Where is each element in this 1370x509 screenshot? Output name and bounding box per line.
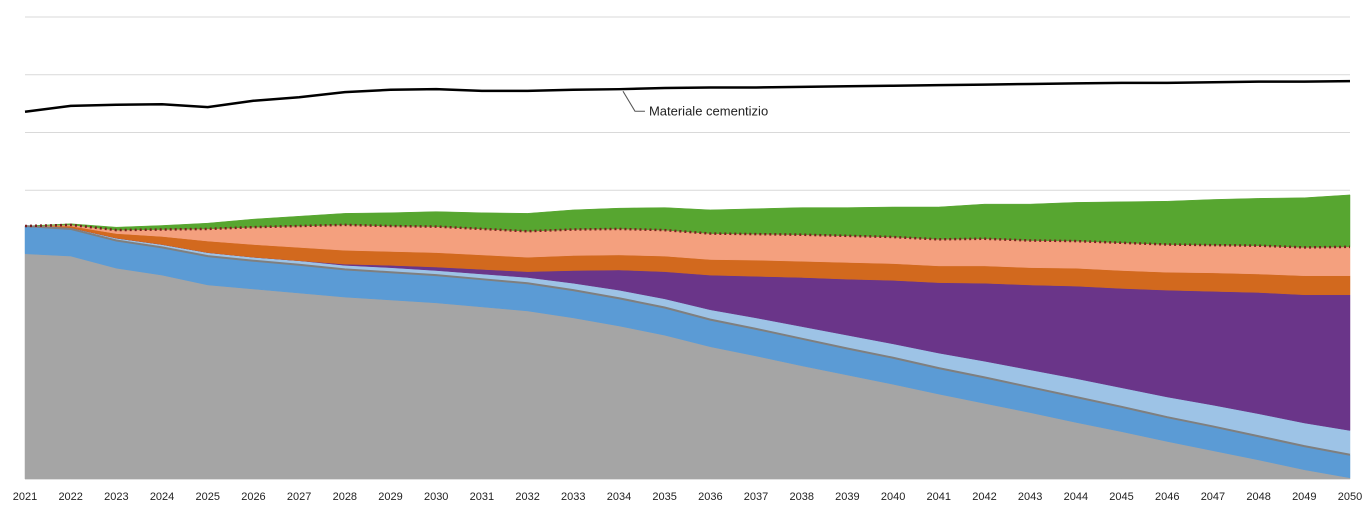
x-tick-label: 2031 <box>470 491 494 503</box>
x-tick-label: 2036 <box>698 491 722 503</box>
x-tick-label: 2024 <box>150 491 174 503</box>
x-tick-label: 2039 <box>835 491 859 503</box>
x-tick-label: 2022 <box>58 491 82 503</box>
x-tick-label: 2048 <box>1246 491 1270 503</box>
x-tick-label: 2047 <box>1201 491 1225 503</box>
line <box>24 79 1351 113</box>
x-tick-label: 2035 <box>652 491 676 503</box>
x-tick-label: 2046 <box>1155 491 1179 503</box>
area <box>24 194 1351 248</box>
x-tick-label: 2028 <box>333 491 357 503</box>
x-tick-label: 2029 <box>378 491 402 503</box>
x-tick-label: 2026 <box>241 491 265 503</box>
area-edge <box>24 223 1351 249</box>
x-tick-label: 2045 <box>1109 491 1133 503</box>
x-tick-label: 2038 <box>789 491 813 503</box>
x-tick-label: 2049 <box>1292 491 1316 503</box>
x-tick-label: 2043 <box>1018 491 1042 503</box>
x-tick-label: 2042 <box>972 491 996 503</box>
x-tick-label: 2037 <box>744 491 768 503</box>
x-tick-label: 2021 <box>13 491 37 503</box>
leader-line <box>622 90 645 112</box>
x-tick-label: 2032 <box>515 491 539 503</box>
x-tick-label: 2040 <box>881 491 905 503</box>
area-edge <box>24 225 1351 456</box>
x-tick-label: 2023 <box>104 491 128 503</box>
line-label: Materiale cementizio <box>649 104 768 119</box>
x-tick-label: 2041 <box>927 491 951 503</box>
x-tick-label: 2034 <box>607 491 631 503</box>
x-tick-label: 2044 <box>1064 491 1088 503</box>
x-tick-label: 2033 <box>561 491 585 503</box>
x-tick-label: 2027 <box>287 491 311 503</box>
x-tick-label: 2050 <box>1338 491 1362 503</box>
x-tick-label: 2030 <box>424 491 448 503</box>
x-tick-label: 2025 <box>196 491 220 503</box>
